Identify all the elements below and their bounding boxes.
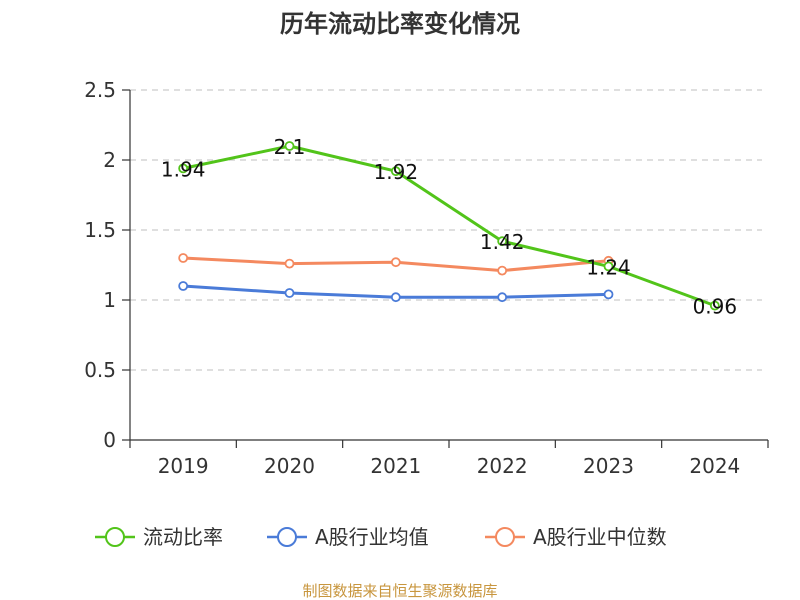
data-point <box>178 253 189 263</box>
legend-label: A股行业中位数 <box>533 525 667 549</box>
data-point <box>284 258 295 269</box>
x-tick-label: 2024 <box>689 454 740 478</box>
source-note: 制图数据来自恒生聚源数据库 <box>302 582 497 600</box>
y-tick-label: 2.5 <box>84 78 116 102</box>
x-tick-label: 2021 <box>370 454 421 478</box>
grid <box>130 89 762 371</box>
legend-marker-icon <box>277 527 297 547</box>
x-tick-label: 2020 <box>264 454 315 478</box>
x-tick-label: 2023 <box>583 454 634 478</box>
legend-item-0[interactable]: 流动比率 <box>95 525 223 549</box>
legend-item-1[interactable]: A股行业均值 <box>267 525 429 549</box>
data-point <box>390 166 401 177</box>
series <box>178 141 720 311</box>
y-tick-label: 1 <box>103 288 116 312</box>
data-point <box>603 289 614 300</box>
axes: 0 0.5 1 1.5 2 2.5 2019 2020 2021 2022 2023 2024 <box>84 78 769 478</box>
data-label: 1.94 <box>161 157 206 181</box>
chart-title: 历年流动比率变化情况 <box>280 10 520 38</box>
data-label: 1.24 <box>586 255 631 279</box>
data-point <box>284 288 295 298</box>
y-tick-label: 1.5 <box>84 218 116 242</box>
data-point <box>284 141 295 151</box>
data-point <box>497 292 508 303</box>
data-point <box>390 257 401 268</box>
data-label: 1.42 <box>480 230 525 254</box>
data-point <box>603 261 614 272</box>
data-point <box>497 236 508 247</box>
legend-marker-icon <box>495 527 515 547</box>
legend-marker-icon <box>105 527 125 547</box>
legend: 流动比率 A股行业均值 A股行业中位数 <box>95 525 667 549</box>
y-tick-label: 2 <box>103 148 116 172</box>
data-label: 0.96 <box>693 295 738 319</box>
legend-label: 流动比率 <box>143 525 223 549</box>
data-point <box>709 300 720 311</box>
legend-label: A股行业均值 <box>315 525 429 549</box>
y-tick-label: 0.5 <box>84 358 116 382</box>
y-tick-label: 0 <box>103 428 116 452</box>
x-tick-label: 2022 <box>477 454 528 478</box>
data-label: 2.1 <box>274 135 306 159</box>
data-label: 1.92 <box>374 160 419 184</box>
data-point <box>178 163 189 174</box>
x-tick-label: 2019 <box>158 454 209 478</box>
data-point <box>497 265 508 276</box>
data-labels: 1.94 2.1 1.92 1.42 1.24 0.96 <box>161 135 737 319</box>
data-point <box>390 292 401 303</box>
data-point <box>178 281 189 291</box>
legend-item-2[interactable]: A股行业中位数 <box>485 525 667 549</box>
series-line-0 <box>182 144 716 308</box>
